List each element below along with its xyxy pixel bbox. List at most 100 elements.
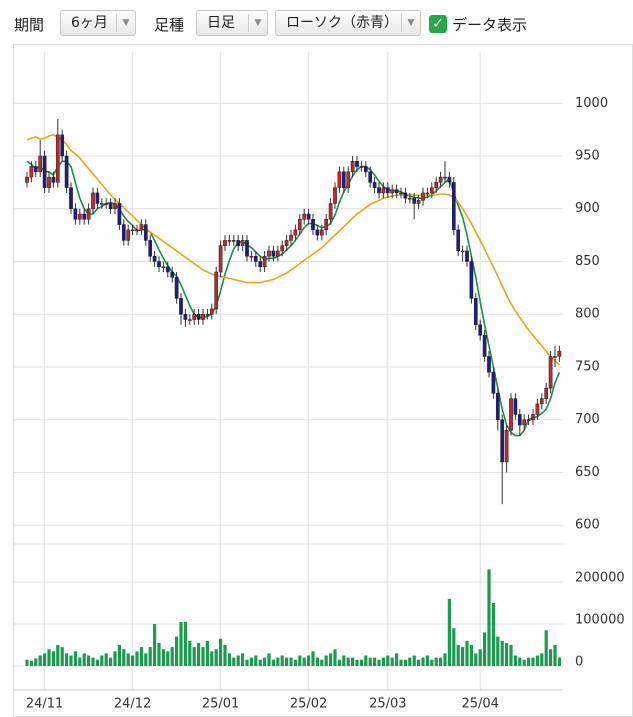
volume-bar <box>289 657 293 666</box>
candle-body <box>407 197 412 200</box>
volume-bar <box>43 653 47 666</box>
volume-bar <box>540 653 544 666</box>
volume-bar <box>82 653 86 666</box>
volume-bar <box>320 659 324 666</box>
volume-bar <box>280 655 284 666</box>
candle-body <box>104 203 109 205</box>
volume-bar <box>324 655 328 666</box>
volume-bar <box>232 657 236 666</box>
candle-body <box>315 229 320 236</box>
volume-bar <box>51 651 55 666</box>
moving-average-line <box>26 160 561 437</box>
show-data-checkbox[interactable]: ✓ <box>429 15 447 33</box>
y-tick-label: 850 <box>575 254 600 269</box>
candle-body <box>399 192 403 195</box>
candle-body <box>478 324 483 336</box>
candle-body <box>25 176 29 183</box>
x-tick-label: 25/02 <box>290 697 327 712</box>
volume-bar <box>175 636 179 666</box>
candle-body <box>447 176 452 183</box>
volume-bar <box>311 651 315 666</box>
candle-body <box>548 356 553 389</box>
period-dropdown[interactable]: 6ヶ月 ▼ <box>60 10 136 36</box>
candle-body <box>429 187 434 194</box>
candle-body <box>113 203 117 209</box>
volume-bar <box>276 657 280 666</box>
candle-body <box>522 419 527 426</box>
volume-bar <box>505 642 509 666</box>
volume-bar <box>342 655 346 666</box>
y-tick-label: 750 <box>575 359 600 374</box>
x-tick-label: 25/01 <box>202 697 239 712</box>
candle-body <box>262 255 267 268</box>
y-tick-label: 100000 <box>575 613 625 628</box>
volume-bar <box>465 640 469 666</box>
volume-bar <box>381 657 385 666</box>
candle-body <box>359 166 364 168</box>
candle-body <box>416 200 421 204</box>
volume-bar <box>333 649 337 666</box>
candle-body <box>372 182 377 188</box>
volume-bar <box>56 645 60 666</box>
volume-bar <box>355 659 359 666</box>
volume-bar <box>553 645 557 666</box>
volume-bar <box>241 653 245 666</box>
candle-body <box>482 335 487 357</box>
volume-bar <box>95 659 99 666</box>
candle-body <box>82 213 87 220</box>
volume-bar <box>254 655 258 666</box>
candle-body <box>517 414 522 426</box>
candle-body <box>306 213 311 220</box>
candle-body <box>174 277 179 299</box>
candle-body <box>55 134 60 183</box>
candle-body <box>209 308 214 315</box>
style-dropdown[interactable]: ローソク（赤青） ▼ <box>275 10 421 36</box>
candle-body <box>377 187 381 194</box>
candle-body <box>161 266 166 269</box>
candle-body <box>214 271 219 310</box>
volume-bar <box>139 647 143 666</box>
candle-body <box>86 208 91 220</box>
x-tick-label: 24/12 <box>114 697 151 712</box>
volume-bar <box>263 657 267 666</box>
candle-body <box>346 171 351 188</box>
candle-body <box>77 213 82 220</box>
volume-bar <box>205 640 209 666</box>
candle-body <box>121 224 126 241</box>
candle-body <box>293 229 298 236</box>
y-tick-label: 1000 <box>575 96 608 111</box>
candle-body <box>289 234 293 241</box>
volume-bar <box>439 657 443 666</box>
candle-body <box>280 245 285 252</box>
candle-body <box>201 313 205 320</box>
candle-body <box>451 182 456 231</box>
toolbar: 期間 6ヶ月 ▼ 足種 日足 ▼ ローソク（赤青） ▼ ✓ データ表示 <box>0 0 633 44</box>
candle-body <box>337 171 342 188</box>
candle-body <box>355 161 359 167</box>
y-tick-label: 200000 <box>575 571 625 586</box>
y-tick-label: 950 <box>575 149 600 164</box>
volume-bar <box>412 655 416 666</box>
volume-bar <box>469 645 473 666</box>
candle-body <box>38 155 43 173</box>
candle-body <box>465 250 469 262</box>
volume-bar <box>487 569 491 666</box>
candle-body <box>390 189 395 194</box>
volume-bar <box>549 649 553 666</box>
volume-bar <box>421 657 425 666</box>
kind-value: 日足 <box>207 15 235 31</box>
volume-bar <box>302 657 306 666</box>
dropdown-arrow: ▼ <box>401 14 420 32</box>
volume-bar <box>491 603 495 666</box>
volume-bar <box>192 647 196 666</box>
candle-body <box>236 240 241 246</box>
volume-bar <box>135 651 139 666</box>
candle-body <box>487 356 491 373</box>
kind-dropdown[interactable]: 日足 ▼ <box>196 10 268 36</box>
candle-body <box>526 419 531 421</box>
candle-body <box>412 197 417 204</box>
candle-body <box>157 261 161 268</box>
candle-body <box>108 203 113 209</box>
candle-body <box>117 203 122 225</box>
volume-bar <box>109 657 113 666</box>
